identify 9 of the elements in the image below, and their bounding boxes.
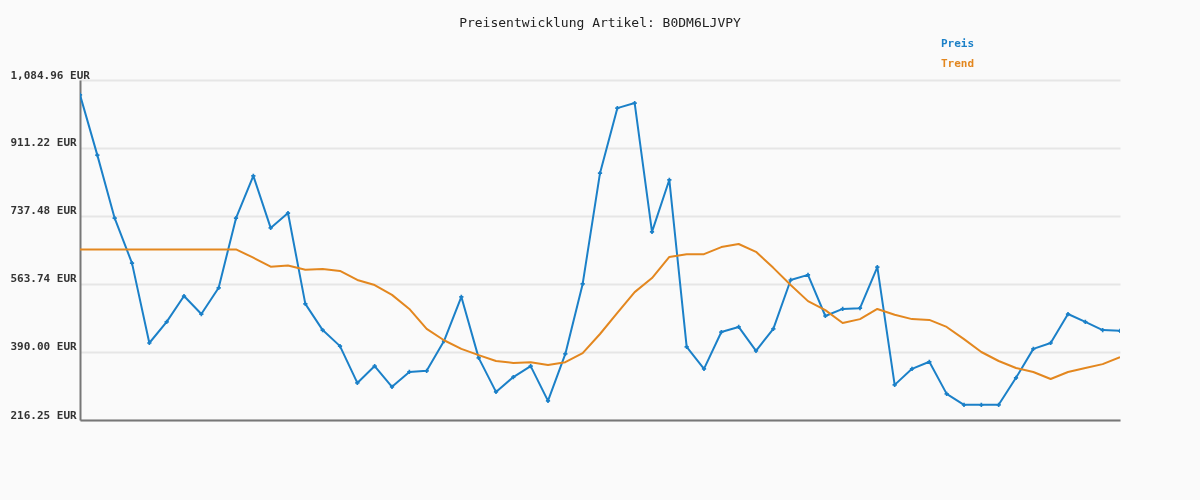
y-tick-label: 390.00 EUR xyxy=(10,340,78,354)
chart-title: Preisentwicklung Artikel: B0DM6LJVPY xyxy=(459,15,742,30)
y-tick-label: 737.48 EUR xyxy=(10,204,78,218)
text: Preis xyxy=(941,36,975,50)
y-tick-label: 1,084.96 EUR xyxy=(10,68,91,82)
y-tick-label: 911.22 EUR xyxy=(10,136,78,150)
y-tick-label: 563.74 EUR xyxy=(10,272,78,286)
text: Trend xyxy=(941,56,975,70)
y-tick-label: 216.25 EUR xyxy=(10,408,78,422)
